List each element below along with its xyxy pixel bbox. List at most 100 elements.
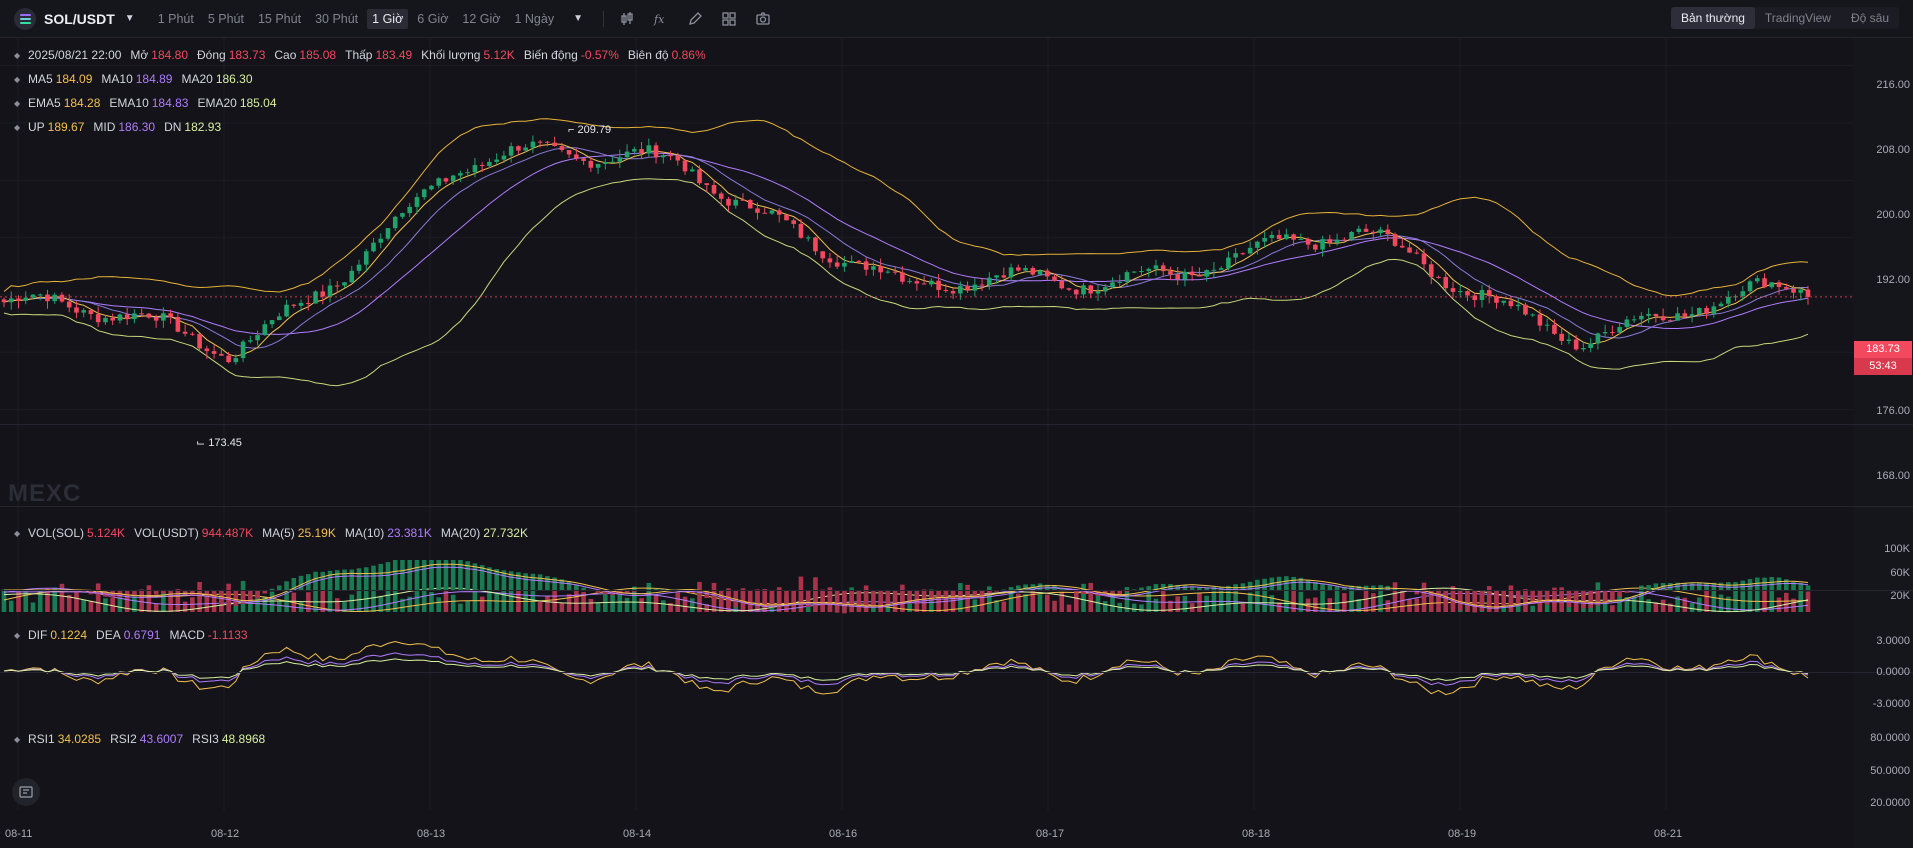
interval-1d[interactable]: 1 Ngày xyxy=(514,11,555,26)
volume-bar xyxy=(1081,583,1086,612)
interval-15m[interactable]: 15 Phút xyxy=(257,11,302,26)
candle-body xyxy=(298,302,304,306)
macd-histogram-bar xyxy=(595,590,601,594)
macd-histogram-bar xyxy=(81,590,86,593)
macd-histogram-bar xyxy=(1189,586,1195,590)
candle-body xyxy=(320,291,326,297)
volume-bar xyxy=(559,602,565,612)
candle-body xyxy=(197,333,202,349)
interval-12h[interactable]: 12 Giờ xyxy=(462,11,501,26)
volume-bar xyxy=(979,592,985,612)
collapse-icon[interactable]: ◆ xyxy=(14,630,21,640)
volume-bar xyxy=(545,596,550,612)
macd-histogram-bar xyxy=(1023,584,1028,590)
collapse-icon[interactable]: ◆ xyxy=(14,98,21,108)
volume-bar xyxy=(269,591,275,612)
vol-ma5-value: 25.19K xyxy=(297,526,336,540)
candle-body xyxy=(262,324,268,336)
candle-body xyxy=(1697,307,1702,315)
macd-histogram-bar xyxy=(443,560,449,590)
candle-body xyxy=(1226,257,1231,269)
more-intervals-chevron-icon[interactable]: ▼ xyxy=(573,13,583,24)
low-marker-value: 173.45 xyxy=(208,437,242,449)
candle-body xyxy=(907,281,912,283)
volume-bar xyxy=(523,588,528,612)
candle-body xyxy=(987,277,992,286)
candle-body xyxy=(1407,247,1412,253)
collapse-icon[interactable]: ◆ xyxy=(14,50,21,60)
macd-histogram-bar xyxy=(1573,590,1579,608)
candle-body xyxy=(1428,264,1434,277)
macd-histogram-bar xyxy=(1552,590,1557,606)
volume-bar xyxy=(146,585,152,612)
macd-histogram-bar xyxy=(1037,583,1043,590)
vol-sol-label: VOL(SOL) xyxy=(28,526,85,540)
collapse-icon[interactable]: ◆ xyxy=(14,74,21,84)
order-list-icon[interactable] xyxy=(12,778,40,806)
interval-30m[interactable]: 30 Phút xyxy=(315,11,359,26)
rsi3-value: 48.8968 xyxy=(221,732,266,746)
macd-histogram-bar xyxy=(182,590,188,596)
volume-bar xyxy=(443,589,449,612)
candle-body xyxy=(530,141,536,148)
volume-bar xyxy=(1602,599,1608,612)
chevron-down-icon[interactable]: ▼ xyxy=(124,13,135,24)
candle-type-icon[interactable] xyxy=(614,7,640,31)
candle-body xyxy=(255,335,260,341)
candle-body xyxy=(1139,271,1144,273)
interval-1m[interactable]: 1 Phút xyxy=(157,11,194,26)
dea-line xyxy=(4,566,1809,609)
macd-tick: 0.0000 xyxy=(1876,666,1910,678)
candle-body xyxy=(1639,315,1644,320)
collapse-icon[interactable]: ◆ xyxy=(14,122,21,132)
macd-histogram-bar xyxy=(1805,585,1811,590)
volume-bar xyxy=(1160,584,1166,612)
volume-bar xyxy=(1653,602,1659,612)
volume-bar xyxy=(124,596,130,612)
candle-body xyxy=(139,313,144,315)
interval-5m[interactable]: 5 Phút xyxy=(207,11,244,26)
volume-bar xyxy=(1515,600,1521,612)
macd-histogram-bar xyxy=(103,590,108,597)
interval-1h[interactable]: 1 Giờ xyxy=(367,8,409,29)
symbol-selector[interactable]: SOL/USDT ▼ xyxy=(14,7,135,30)
candle-body xyxy=(1008,267,1014,278)
collapse-icon[interactable]: ◆ xyxy=(14,734,21,744)
macd-histogram-bar xyxy=(813,590,818,609)
time-tick: 08-12 xyxy=(211,828,240,840)
collapse-icon[interactable]: ◆ xyxy=(14,528,21,538)
macd-histogram-bar xyxy=(1581,590,1586,609)
volume-bar xyxy=(1066,604,1072,612)
volume-bar xyxy=(632,586,637,612)
candle-body xyxy=(1030,268,1036,275)
draw-pencil-icon[interactable] xyxy=(682,7,708,31)
volume-bar xyxy=(334,598,340,612)
candle-body xyxy=(1392,234,1398,246)
macd-histogram-bar xyxy=(436,560,441,590)
candle-body xyxy=(226,355,231,363)
macd-histogram-bar xyxy=(153,590,159,595)
volume-bar xyxy=(1291,585,1296,612)
candle-body xyxy=(487,161,492,166)
indicator-fx-icon[interactable]: fx xyxy=(648,7,674,31)
rsi2-label: RSI2 xyxy=(110,732,137,746)
view-depth[interactable]: Độ sâu xyxy=(1850,11,1889,25)
camera-icon[interactable] xyxy=(750,7,776,31)
ema-legend: ◆ EMA5 184.28 EMA10 184.83 EMA20 185.04 xyxy=(14,96,286,110)
volume-bar xyxy=(342,602,347,612)
candle-body xyxy=(523,147,528,151)
volume-bar xyxy=(59,583,65,612)
view-switcher: Bản thường TradingView Độ sâu xyxy=(1670,7,1899,29)
layout-grid-icon[interactable] xyxy=(716,7,742,31)
price-chart[interactable] xyxy=(0,38,1913,848)
volume-bar xyxy=(1726,596,1731,612)
interval-6h[interactable]: 6 Giờ xyxy=(417,11,449,26)
candle-body xyxy=(516,146,521,151)
view-tradingview[interactable]: TradingView xyxy=(1764,11,1831,25)
view-standard[interactable]: Bản thường xyxy=(1670,7,1755,29)
candle-body xyxy=(1501,300,1507,303)
candle-body xyxy=(653,145,659,158)
macd-histogram-bar xyxy=(1291,576,1296,590)
volume-bar xyxy=(639,598,644,612)
candle-body xyxy=(1066,288,1072,290)
